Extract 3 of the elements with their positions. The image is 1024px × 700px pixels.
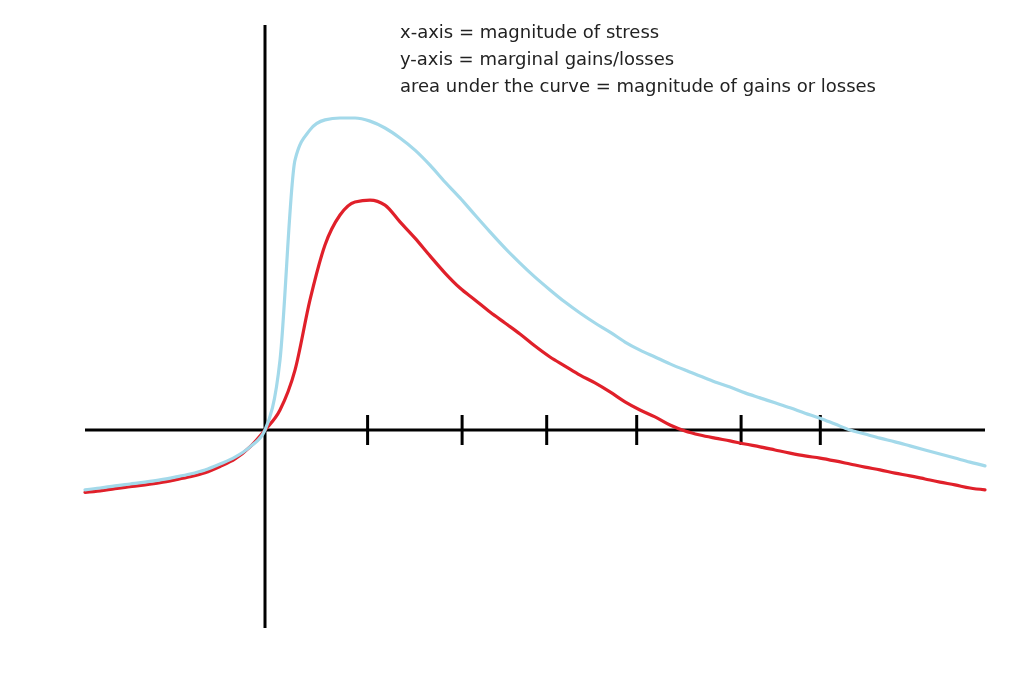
text: area under the curve = magnitude of gains or losses xyxy=(400,75,876,96)
text: x-axis = magnitude of stress xyxy=(400,21,660,42)
text: y-axis = marginal gains/losses xyxy=(400,48,675,69)
